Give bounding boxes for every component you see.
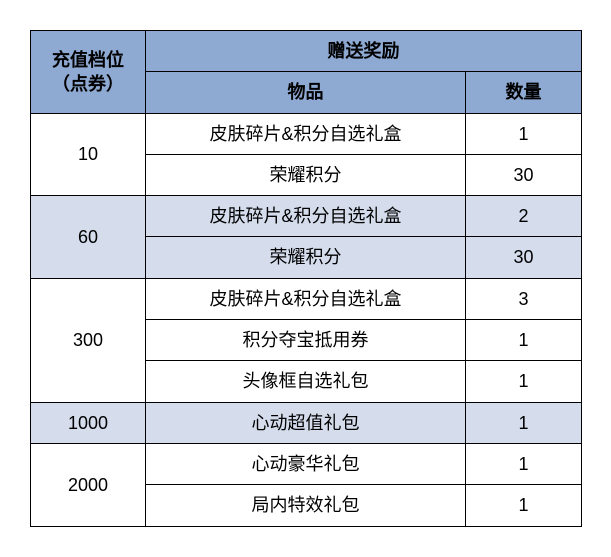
tier-cell: 60 [31, 196, 146, 279]
qty-cell: 1 [466, 113, 582, 154]
table-row: 60皮肤碎片&积分自选礼盒2 [31, 196, 582, 237]
header-qty: 数量 [466, 72, 582, 113]
tier-cell: 1000 [31, 402, 146, 443]
qty-cell: 1 [466, 443, 582, 484]
item-cell: 心动超值礼包 [146, 402, 466, 443]
table-row: 10皮肤碎片&积分自选礼盒1 [31, 113, 582, 154]
qty-cell: 30 [466, 237, 582, 278]
qty-cell: 1 [466, 402, 582, 443]
item-cell: 头像框自选礼包 [146, 361, 466, 402]
reward-table: 充值档位 （点券） 赠送奖励 物品 数量 10皮肤碎片&积分自选礼盒1荣耀积分3… [30, 30, 582, 527]
header-rewards: 赠送奖励 [146, 31, 582, 72]
item-cell: 荣耀积分 [146, 154, 466, 195]
tier-cell: 300 [31, 278, 146, 402]
header-tier: 充值档位 （点券） [31, 31, 146, 114]
item-cell: 荣耀积分 [146, 237, 466, 278]
item-cell: 皮肤碎片&积分自选礼盒 [146, 278, 466, 319]
table-row: 1000心动超值礼包1 [31, 402, 582, 443]
tier-cell: 10 [31, 113, 146, 196]
item-cell: 心动豪华礼包 [146, 443, 466, 484]
table-row: 2000心动豪华礼包1 [31, 443, 582, 484]
qty-cell: 3 [466, 278, 582, 319]
item-cell: 局内特效礼包 [146, 485, 466, 526]
qty-cell: 1 [466, 361, 582, 402]
qty-cell: 30 [466, 154, 582, 195]
qty-cell: 1 [466, 320, 582, 361]
item-cell: 皮肤碎片&积分自选礼盒 [146, 196, 466, 237]
qty-cell: 1 [466, 485, 582, 526]
table-row: 300皮肤碎片&积分自选礼盒3 [31, 278, 582, 319]
item-cell: 积分夺宝抵用券 [146, 320, 466, 361]
qty-cell: 2 [466, 196, 582, 237]
header-item: 物品 [146, 72, 466, 113]
item-cell: 皮肤碎片&积分自选礼盒 [146, 113, 466, 154]
tier-cell: 2000 [31, 443, 146, 526]
